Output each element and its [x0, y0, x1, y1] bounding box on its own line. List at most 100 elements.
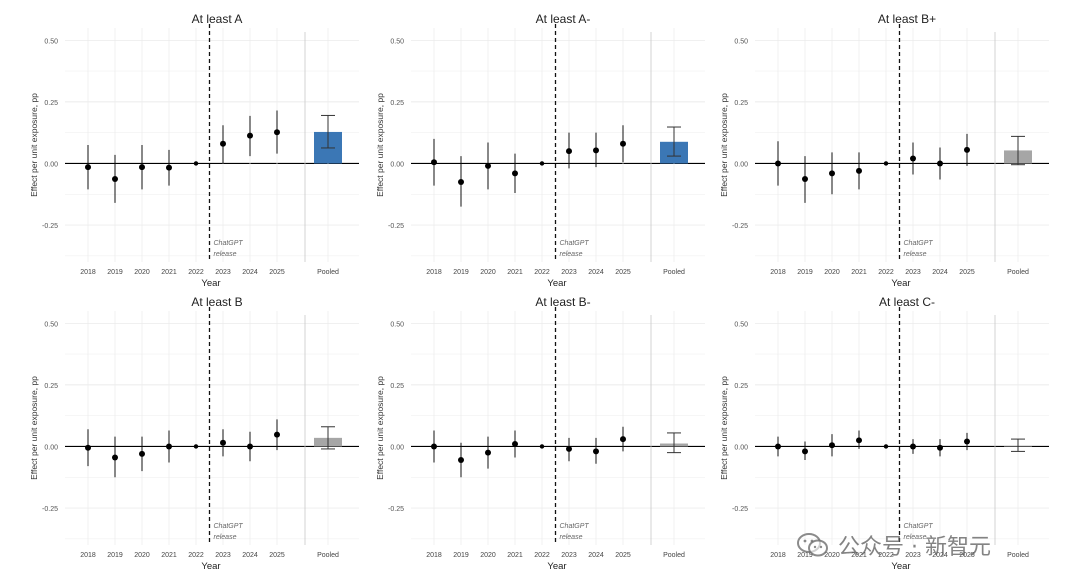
estimate-point [166, 443, 172, 450]
x-tick-label: 2023 [905, 269, 921, 276]
release-label-line1: ChatGPT [560, 523, 590, 530]
panel-4: At least B Effect per unit exposure, pp 0.… [29, 295, 359, 572]
x-tick-label: 2020 [134, 552, 150, 559]
estimate-point [775, 160, 781, 167]
x-tick-label: 2022 [188, 552, 204, 559]
x-axis-label: Year [891, 561, 910, 572]
estimate-point [593, 147, 599, 154]
y-tick-label: 0.50 [734, 38, 748, 45]
x-tick-label: 2022 [878, 552, 894, 559]
y-tick-label: 0.00 [44, 161, 58, 168]
estimate-point [220, 140, 226, 147]
y-tick-label: 0.00 [390, 161, 404, 168]
estimate-point [883, 161, 889, 166]
estimate-point [274, 431, 280, 438]
release-label-line1: ChatGPT [214, 240, 244, 247]
estimate-point [247, 443, 253, 450]
estimate-point [85, 164, 91, 171]
x-tick-label: 2019 [453, 552, 469, 559]
watermark: 公众号 · 新智元 [796, 530, 1066, 560]
estimate-point [247, 132, 253, 139]
x-tick-label: 2024 [588, 552, 604, 559]
estimate-point [274, 129, 280, 136]
x-tick-label: 2022 [188, 269, 204, 276]
x-tick-label: 2019 [797, 269, 813, 276]
x-tick-label: 2018 [80, 269, 96, 276]
release-label-line2: release [904, 251, 927, 258]
x-tick-label: 2023 [561, 269, 577, 276]
x-tick-label: 2019 [797, 552, 813, 559]
y-tick-label: 0.25 [734, 100, 748, 107]
y-axis-label: Effect per unit exposure, pp [29, 93, 39, 197]
estimate-point [829, 442, 835, 449]
panel-title: At least A- [536, 12, 591, 26]
y-tick-label: 0.25 [390, 100, 404, 107]
y-tick-label: -0.25 [42, 506, 58, 513]
estimate-point [829, 170, 835, 177]
y-tick-label: 0.00 [390, 444, 404, 451]
x-tick-label: 2024 [588, 269, 604, 276]
estimate-point [139, 450, 145, 457]
release-label-line1: ChatGPT [214, 523, 244, 530]
x-tick-label: 2025 [615, 269, 631, 276]
y-tick-label: -0.25 [42, 223, 58, 230]
panel-title: At least B+ [878, 12, 936, 26]
x-tick-label: 2021 [161, 552, 177, 559]
estimate-point [431, 159, 437, 166]
estimate-point [593, 448, 599, 455]
x-tick-label-pooled: Pooled [663, 269, 685, 276]
estimate-point [856, 167, 862, 174]
x-tick-label: 2025 [959, 269, 975, 276]
panel-3: At least B+ Effect per unit exposure, pp 0… [719, 12, 1049, 289]
x-axis-label: Year [201, 561, 220, 572]
y-tick-label: 0.00 [734, 161, 748, 168]
x-tick-label: 2023 [561, 552, 577, 559]
estimate-point [539, 444, 545, 449]
x-tick-label: 2021 [851, 269, 867, 276]
estimate-point [193, 444, 199, 449]
x-tick-label: 2025 [269, 552, 285, 559]
x-tick-label: 2021 [507, 269, 523, 276]
x-tick-label: 2025 [959, 552, 975, 559]
y-tick-label: 0.25 [734, 383, 748, 390]
wechat-icon [797, 533, 828, 557]
y-tick-label: 0.50 [390, 38, 404, 45]
x-tick-label-pooled: Pooled [663, 552, 685, 559]
estimate-point [85, 444, 91, 451]
estimate-point [112, 175, 118, 182]
x-tick-label: 2020 [134, 269, 150, 276]
estimate-point [802, 175, 808, 182]
estimate-point [139, 164, 145, 171]
estimate-point [458, 178, 464, 185]
x-tick-label: 2021 [161, 269, 177, 276]
estimate-point [193, 161, 199, 166]
estimate-point [937, 160, 943, 167]
y-axis-label: Effect per unit exposure, pp [29, 376, 39, 480]
y-tick-label: 0.00 [734, 444, 748, 451]
x-tick-label: 2024 [932, 269, 948, 276]
x-tick-label: 2024 [242, 269, 258, 276]
x-tick-label: 2019 [107, 552, 123, 559]
x-tick-label: 2018 [426, 552, 442, 559]
release-label-line1: ChatGPT [904, 240, 934, 247]
y-tick-label: 0.25 [44, 383, 58, 390]
y-tick-label: 0.00 [44, 444, 58, 451]
y-tick-label: 0.50 [44, 38, 58, 45]
x-tick-label: 2018 [80, 552, 96, 559]
release-label-line2: release [560, 251, 583, 258]
estimate-point [620, 436, 626, 443]
estimate-point [964, 438, 970, 445]
x-tick-label: 2025 [269, 269, 285, 276]
x-tick-label: 2020 [480, 552, 496, 559]
x-tick-label: 2018 [426, 269, 442, 276]
estimate-point [539, 161, 545, 166]
release-label-line2: release [904, 534, 927, 541]
panel-1: At least A Effect per unit exposure, pp 0.… [29, 12, 359, 289]
release-label-line1: ChatGPT [560, 240, 590, 247]
x-tick-label: 2022 [878, 269, 894, 276]
estimate-point [431, 443, 437, 450]
panel-title: At least C- [879, 295, 935, 309]
x-axis-label: Year [547, 278, 566, 289]
x-tick-label: 2024 [932, 552, 948, 559]
estimate-point [566, 445, 572, 452]
